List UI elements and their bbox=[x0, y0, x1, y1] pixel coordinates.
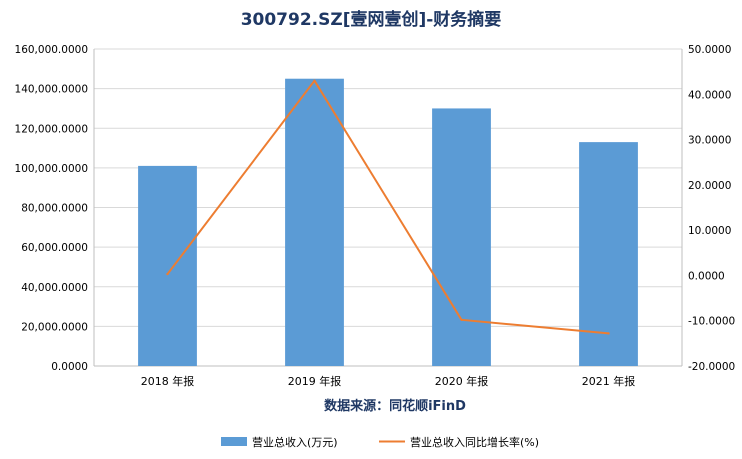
y-right-tick-label: -10.0000 bbox=[688, 316, 735, 328]
y-left-tick-label: 80,000.0000 bbox=[21, 203, 88, 215]
growth-rate-line bbox=[166, 79, 609, 335]
y-left-tick-label: 20,000.0000 bbox=[21, 321, 88, 333]
y-right-tick-label: 20.0000 bbox=[688, 180, 731, 192]
line-point bbox=[166, 272, 169, 276]
y-right-tick-label: 10.0000 bbox=[688, 225, 731, 237]
bar bbox=[579, 142, 638, 366]
x-tick-label: 2021 年报 bbox=[582, 374, 636, 388]
data-source-label: 数据来源：同花顺iFinD bbox=[324, 398, 466, 414]
x-tick-label: 2019 年报 bbox=[288, 374, 342, 388]
y-right-tick-label: 40.0000 bbox=[688, 89, 731, 101]
y-left-tick-label: 40,000.0000 bbox=[21, 282, 88, 294]
y-left-tick-label: 100,000.0000 bbox=[15, 163, 88, 175]
bar bbox=[138, 165, 197, 366]
x-tick-label: 2018 年报 bbox=[141, 374, 195, 388]
y-right-tick-label: 0.0000 bbox=[688, 270, 725, 282]
legend-label-bar: 营业总收入(万元) bbox=[252, 435, 338, 449]
y-left-axis: 0.0000 20,000.0000 40,000.0000 60,000.0000 8… bbox=[15, 44, 88, 373]
legend: 营业总收入(万元) 营业总收入同比增长率(%) bbox=[221, 435, 539, 449]
x-tick-label: 2020 年报 bbox=[435, 374, 489, 388]
legend-swatch-bar bbox=[221, 437, 247, 446]
bars bbox=[138, 78, 638, 366]
y-left-tick-label: 0.0000 bbox=[51, 361, 88, 373]
x-axis: 2018 年报 2019 年报 2020 年报 2021 年报 bbox=[141, 374, 636, 388]
line-point bbox=[607, 332, 610, 335]
y-right-tick-label: 50.0000 bbox=[688, 44, 731, 56]
y-right-axis: -20.0000 -10.0000 0.0000 10.0000 20.0000 30.0… bbox=[688, 44, 735, 373]
line-series bbox=[166, 79, 610, 335]
y-left-tick-label: 140,000.0000 bbox=[15, 84, 88, 96]
y-left-tick-label: 120,000.0000 bbox=[15, 123, 88, 135]
line-point bbox=[460, 318, 463, 322]
y-left-tick-label: 60,000.0000 bbox=[21, 242, 88, 254]
y-right-tick-label: -20.0000 bbox=[688, 361, 735, 373]
line-point bbox=[313, 79, 316, 82]
legend-label-line: 营业总收入同比增长率(%) bbox=[410, 435, 539, 449]
bar bbox=[285, 78, 344, 366]
y-left-tick-label: 160,000.0000 bbox=[15, 44, 88, 56]
y-right-tick-label: 30.0000 bbox=[688, 135, 731, 147]
bar bbox=[432, 108, 491, 366]
chart-title: 300792.SZ[壹网壹创]-财务摘要 bbox=[241, 9, 502, 30]
